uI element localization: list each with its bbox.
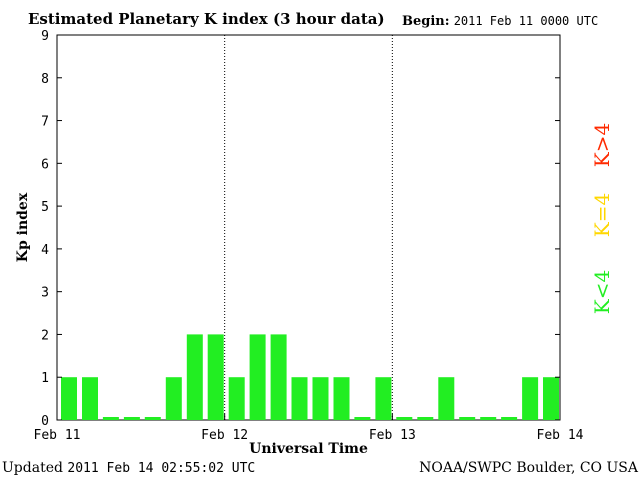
credit-text: NOAA/SWPC Boulder, CO USA [419, 460, 638, 476]
updated-label: Updated [2, 460, 63, 476]
x-axis-label: Universal Time [249, 441, 368, 457]
y-tick-label: 6 [41, 157, 49, 172]
kp-bar [312, 377, 329, 420]
y-axis-label: Kp index [15, 192, 31, 262]
x-tick-label: Feb 11 [34, 428, 81, 443]
kp-bar [144, 417, 161, 420]
kp-bar [375, 377, 392, 420]
kp-bar [186, 334, 203, 420]
kp-bar [543, 377, 559, 420]
begin-label: Begin: [402, 14, 450, 29]
kp-bar [82, 377, 98, 420]
kp-bar [480, 417, 497, 420]
kp-index-chart: 0 1 2 3 4 5 6 7 8 9 Feb 11 Feb 12 Feb 13 Feb 14 Univer… [15, 29, 614, 457]
kp-bar [522, 377, 539, 420]
kp-bar [417, 417, 434, 420]
y-tick-label: 9 [41, 29, 49, 44]
begin-time: Begin: 2011 Feb 11 0000 UTC [402, 14, 598, 29]
y-tick-label: 1 [41, 371, 49, 386]
kp-bar [501, 417, 518, 420]
legend-item: K>4 [590, 123, 614, 167]
kp-bar [333, 377, 350, 420]
kp-bar [123, 417, 140, 420]
updated-value: 2011 Feb 14 02:55:02 UTC [67, 461, 256, 476]
chart-title: Estimated Planetary K index (3 hour data… [28, 10, 385, 28]
y-tick-label: 4 [41, 243, 49, 258]
kp-bar [228, 377, 245, 420]
x-tick-label: Feb 13 [369, 428, 416, 443]
kp-bar [459, 417, 476, 420]
begin-value: 2011 Feb 11 0000 UTC [453, 14, 599, 28]
kp-bar [165, 377, 182, 420]
y-tick-label: 0 [41, 414, 49, 429]
kp-bar [249, 334, 266, 420]
kp-bar [102, 417, 119, 420]
kp-bar [354, 417, 371, 420]
updated-timestamp: Updated 2011 Feb 14 02:55:02 UTC [2, 460, 255, 476]
plot-frame [56, 34, 561, 421]
kp-bar [207, 334, 224, 420]
kp-bar [270, 334, 287, 420]
y-tick-label: 5 [41, 200, 49, 215]
y-tick-label: 3 [41, 286, 49, 301]
y-tick-label: 2 [41, 328, 49, 343]
legend-item: K<4 [590, 270, 614, 314]
kp-bar [438, 377, 455, 420]
legend-item: K=4 [590, 193, 614, 237]
kp-bar [291, 377, 308, 420]
y-tick-label: 7 [41, 115, 49, 130]
kp-bar [61, 377, 77, 420]
y-tick-label: 8 [41, 72, 49, 87]
x-tick-label: Feb 12 [201, 428, 248, 443]
kp-bar [396, 417, 413, 420]
x-tick-label: Feb 14 [537, 428, 584, 443]
